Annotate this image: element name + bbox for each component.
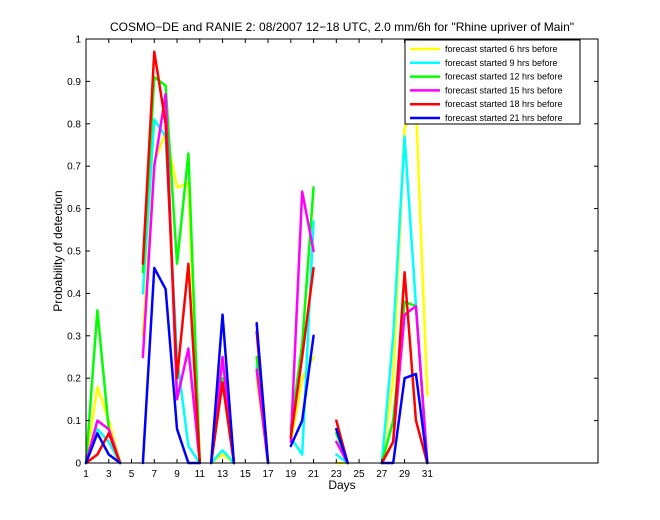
series-line-6 [84, 266, 429, 465]
y-axis-label: Probability of detection [51, 190, 65, 311]
legend-label: forecast started 18 hrs before [445, 99, 563, 109]
x-tick-label: 5 [129, 469, 135, 480]
x-tick-label: 1 [83, 469, 89, 480]
x-tick-label: 3 [106, 469, 112, 480]
legend-label: forecast started 6 hrs before [445, 44, 558, 54]
legend-label: forecast started 9 hrs before [445, 58, 558, 68]
x-tick-label: 25 [354, 469, 366, 480]
legend: forecast started 6 hrs before forecast st… [404, 39, 581, 125]
y-tick-label: 0.4 [67, 289, 81, 300]
x-tick-label: 17 [262, 469, 274, 480]
series-layer [84, 50, 429, 465]
x-tick-label: 19 [285, 469, 297, 480]
x-tick-label: 13 [217, 469, 229, 480]
y-tick-label: 0 [75, 459, 81, 470]
chart-title: COSMO−DE and RANIE 2: 08/2007 12−18 UTC,… [110, 20, 574, 34]
y-tick-label: 1 [75, 35, 81, 46]
y-axis-ticks: 0 0.1 0.2 0.3 0.4 0.5 0.6 0.7 0.8 0.9 1 [67, 35, 598, 470]
x-tick-label: 29 [399, 469, 411, 480]
x-tick-label: 15 [240, 469, 252, 480]
legend-label: forecast started 21 hrs before [445, 113, 563, 123]
x-tick-label: 11 [195, 469, 206, 480]
x-tick-label: 27 [376, 469, 388, 480]
y-tick-label: 0.6 [67, 204, 81, 215]
legend-label: forecast started 12 hrs before [445, 72, 563, 82]
y-tick-label: 0.5 [67, 247, 81, 258]
legend-box [404, 39, 581, 125]
x-axis-ticks: 1 3 5 7 9 11 13 15 17 19 21 23 25 27 29 31 [83, 39, 433, 480]
y-tick-label: 0.2 [67, 374, 81, 385]
y-tick-label: 0.1 [67, 416, 81, 427]
y-tick-label: 0.9 [67, 77, 81, 88]
x-tick-label: 23 [331, 469, 343, 480]
x-axis-label: Days [328, 478, 355, 492]
y-tick-label: 0.8 [67, 119, 81, 130]
y-tick-label: 0.7 [67, 162, 81, 173]
x-tick-label: 31 [422, 469, 434, 480]
x-tick-label: 21 [308, 469, 320, 480]
x-tick-label: 7 [151, 469, 157, 480]
x-tick-label: 9 [174, 469, 180, 480]
y-tick-label: 0.3 [67, 331, 81, 342]
legend-label: forecast started 15 hrs before [445, 85, 563, 95]
